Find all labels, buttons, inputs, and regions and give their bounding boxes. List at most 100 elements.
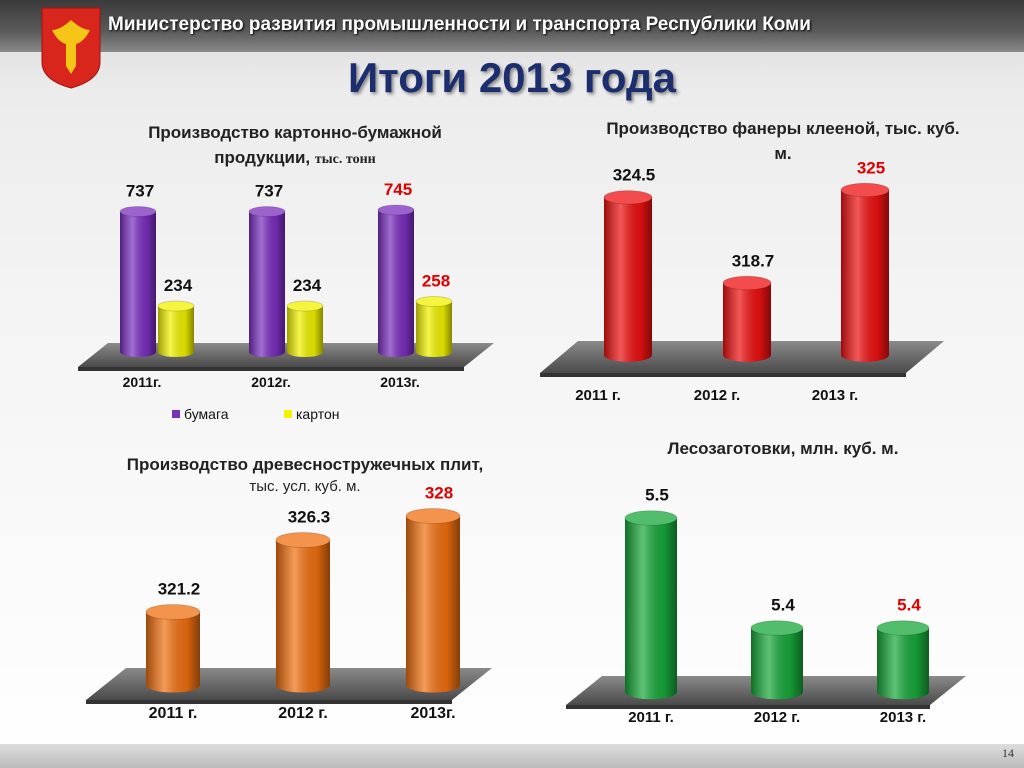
x-tick-label: 2013г. — [410, 705, 455, 722]
bar — [275, 531, 331, 693]
bar — [286, 300, 324, 358]
page-number: 14 — [1002, 746, 1014, 760]
x-tick-label: 2011 г. — [575, 387, 621, 404]
cylinder-shade — [416, 301, 452, 358]
cylinder-top — [287, 300, 323, 312]
chart-title-text: Производство картонно-бумажной продукции… — [148, 123, 442, 167]
cylinder-shade — [604, 197, 652, 362]
bar — [876, 620, 930, 700]
value-label: 318.7 — [732, 251, 775, 270]
x-tick-label: 2013 г. — [880, 709, 926, 726]
slide-title: Итоги 2013 года — [347, 54, 676, 101]
cylinder-shade — [723, 283, 771, 362]
cylinder-top — [249, 206, 285, 217]
value-label: 5.4 — [897, 596, 921, 615]
cylinder-top-light — [603, 190, 653, 205]
value-label: 325 — [857, 158, 885, 177]
cylinder-top — [158, 300, 194, 312]
bar — [248, 205, 286, 358]
bar — [750, 620, 804, 700]
cylinder-shade — [625, 518, 677, 700]
cylinder-top — [841, 183, 889, 197]
cylinder-top — [120, 206, 156, 217]
cylinder-shade — [158, 306, 194, 358]
cylinder-top-light — [119, 205, 157, 218]
cylinder-shade — [120, 211, 156, 358]
cylinder-top-light — [286, 300, 324, 312]
cylinder-shade — [877, 628, 929, 700]
x-tick-label: 2013 г. — [812, 387, 858, 404]
x-tick-label: 2011г. — [123, 374, 162, 390]
ministry-name: Министерство развития промышленности и т… — [108, 14, 811, 35]
bar — [722, 275, 772, 362]
value-label: 234 — [293, 276, 322, 295]
value-label: 234 — [164, 276, 193, 295]
cylinder-top — [625, 510, 677, 526]
value-label: 5.5 — [645, 486, 669, 505]
value-label: 328 — [425, 483, 453, 502]
chart-title: Производство древесностружечных плит, ты… — [105, 452, 505, 497]
cylinder-top-light — [145, 603, 201, 621]
legend-label: бумага — [184, 406, 229, 422]
cylinder-shade — [841, 190, 889, 362]
x-tick-label: 2012 г. — [694, 387, 740, 404]
bar — [405, 507, 461, 693]
floor-edge — [566, 705, 930, 709]
value-label: 258 — [422, 271, 450, 290]
floor-edge — [86, 700, 452, 704]
cylinder-shade — [146, 612, 200, 693]
x-tick-label: 2011 г. — [628, 709, 674, 726]
cylinder-top — [751, 620, 803, 636]
cylinder-top — [406, 508, 460, 524]
cylinder-top — [877, 620, 929, 636]
bar — [840, 182, 890, 362]
cylinder-top — [416, 296, 452, 307]
cylinder-top-light — [624, 510, 678, 526]
cylinder-top-light — [722, 275, 772, 291]
x-tick-label: 2013г. — [380, 374, 419, 390]
cylinder-top-light — [275, 531, 331, 549]
value-label: 745 — [384, 180, 412, 199]
chart-title: Лесозаготовки, млн. куб. м. — [600, 436, 966, 461]
header-bar — [0, 0, 1024, 52]
footer-bar — [0, 744, 1024, 768]
chart-title: Производство фанеры клееной, тыс. куб. м… — [605, 116, 961, 166]
cylinder-top-light — [377, 204, 415, 216]
cylinder-top — [378, 204, 414, 216]
value-label: 324.5 — [613, 166, 656, 185]
bar — [145, 603, 201, 693]
cylinder-top-light — [405, 507, 461, 525]
value-label: 5.4 — [771, 596, 795, 615]
chart-title-text: Производство древесностружечных плит, — [126, 455, 484, 474]
cylinder-top-light — [415, 295, 453, 308]
bar — [119, 205, 157, 358]
value-label: 321.2 — [158, 579, 201, 598]
cylinder-top — [276, 532, 330, 548]
legend-swatch — [172, 410, 180, 418]
legend-swatch — [284, 410, 292, 418]
bar — [415, 295, 453, 358]
cylinder-top — [604, 190, 652, 205]
legend-label: картон — [296, 406, 339, 422]
cylinder-shade — [276, 540, 330, 693]
bar — [624, 510, 678, 700]
cylinder-top — [146, 604, 200, 620]
bar — [377, 204, 415, 358]
chart-subtitle: тыс. тонн — [314, 152, 376, 167]
cylinder-top-light — [750, 620, 804, 636]
value-label: 737 — [255, 181, 283, 200]
x-tick-label: 2011 г. — [149, 705, 198, 722]
cylinder-top-light — [876, 620, 930, 636]
bar — [157, 300, 195, 358]
cylinder-shade — [378, 210, 414, 358]
x-tick-label: 2012 г. — [754, 709, 800, 726]
chart-title-text: Лесозаготовки, млн. куб. м. — [667, 439, 899, 458]
floor-edge — [540, 373, 906, 377]
cylinder-top — [723, 276, 771, 290]
floor-edge — [78, 367, 464, 371]
chart-subtitle: тыс. усл. куб. м. — [249, 478, 361, 495]
chart-title-text: Производство фанеры клееной, тыс. куб. м… — [606, 119, 960, 163]
value-label: 326.3 — [288, 507, 331, 526]
